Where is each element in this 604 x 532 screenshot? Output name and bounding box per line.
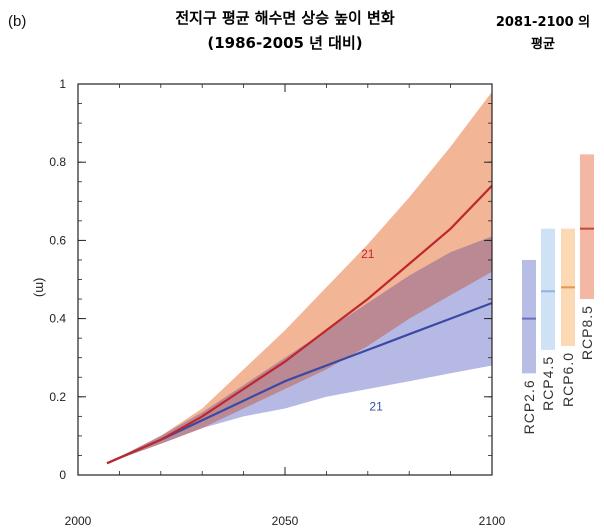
- panel-label: (b): [8, 13, 26, 30]
- y-tick-label: 0.6: [49, 233, 66, 247]
- period-bar-label: RCP4.5: [540, 356, 556, 411]
- x-tick-label: 2000: [65, 514, 92, 528]
- period-bar-rcp45: [541, 228, 555, 350]
- period-bar-rcp26: [522, 259, 536, 374]
- chart-title-line1: 전지구 평균 해수면 상승 높이 변화: [175, 9, 395, 27]
- axes: 0 0.2 0.4 0.6 0.8 1 2000 2050 2100 (m): [33, 77, 506, 528]
- plot-area: 21 21: [106, 91, 492, 465]
- rcp85-model-count: 21: [361, 247, 375, 261]
- y-tick-label: 0.4: [49, 312, 66, 326]
- chart-title-line2: (1986-2005 년 대비): [207, 34, 362, 52]
- period-bar-label: RCP2.6: [521, 379, 537, 434]
- y-axis-label: (m): [33, 278, 48, 298]
- period-bar-label: RCP8.5: [579, 305, 595, 360]
- y-tick-label: 0.2: [49, 390, 66, 404]
- rcp85-mean-line: [106, 184, 492, 465]
- y-tick-label: 0.8: [49, 155, 66, 169]
- rcp26-model-count: 21: [369, 399, 383, 413]
- y-tick-label: 1: [59, 77, 66, 91]
- side-title-line1: 2081-2100 의: [496, 14, 590, 30]
- side-title-line2: 평균: [531, 36, 555, 52]
- rcp26-mean-line: [106, 301, 492, 465]
- y-tick-label: 0: [59, 468, 66, 482]
- period-bar-label: RCP6.0: [560, 352, 576, 407]
- period-bar-rcp85: [580, 154, 594, 300]
- x-tick-label: 2100: [479, 514, 506, 528]
- series-group: [106, 91, 492, 465]
- x-tick-label: 2050: [272, 514, 299, 528]
